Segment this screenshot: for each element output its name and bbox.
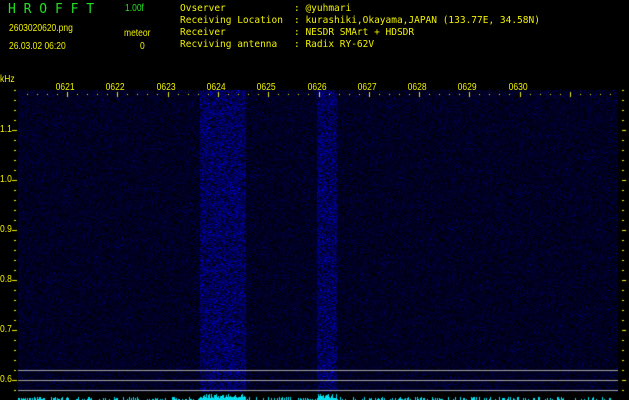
x-tick-label: 0622 xyxy=(105,82,125,93)
location-value: : kurashiki,Okayama,JAPAN (133.77E, 34.5… xyxy=(294,15,540,26)
y-tick-label: 0.7 xyxy=(0,324,12,335)
x-tick-label: 0630 xyxy=(508,82,528,93)
location-label: Receiving Location xyxy=(180,15,283,26)
y-tick-label: 1.1 xyxy=(0,124,12,135)
x-tick-label: 0623 xyxy=(156,82,176,93)
observer-value: : @yuhmari xyxy=(294,3,352,14)
receiver-value: : NESDR SMArt + HDSDR xyxy=(294,27,415,38)
x-tick-label: 0629 xyxy=(458,82,477,93)
x-tick-label: 0624 xyxy=(206,82,226,93)
filename-label: 2603020620.png xyxy=(9,23,73,34)
y-axis-label: kHz xyxy=(0,74,15,85)
y-tick-label: 0.6 xyxy=(0,374,12,385)
antenna-label: Recviving antenna xyxy=(180,39,278,50)
y-tick-label: 0.9 xyxy=(0,224,12,235)
antenna-value: : Radix RY-62V xyxy=(294,39,375,50)
version-label: 1.00f xyxy=(125,3,144,14)
x-tick-label: 0626 xyxy=(307,82,327,93)
observer-label: Ovserver xyxy=(180,3,226,14)
x-tick-label: 0627 xyxy=(357,82,377,93)
y-tick-label: 1.0 xyxy=(0,174,12,185)
y-tick-label: 0.8 xyxy=(0,274,12,285)
meteor-label: meteor xyxy=(124,28,151,39)
x-tick-label: 0621 xyxy=(55,82,75,93)
x-tick-label: 0625 xyxy=(256,82,276,93)
receiver-label: Receiver xyxy=(180,27,226,38)
meteor-count: 0 xyxy=(140,41,145,52)
x-tick-label: 0628 xyxy=(407,82,427,93)
datetime-label: 26.03.02 06:20 xyxy=(9,41,66,52)
app-title: H R O F F T xyxy=(8,2,95,17)
